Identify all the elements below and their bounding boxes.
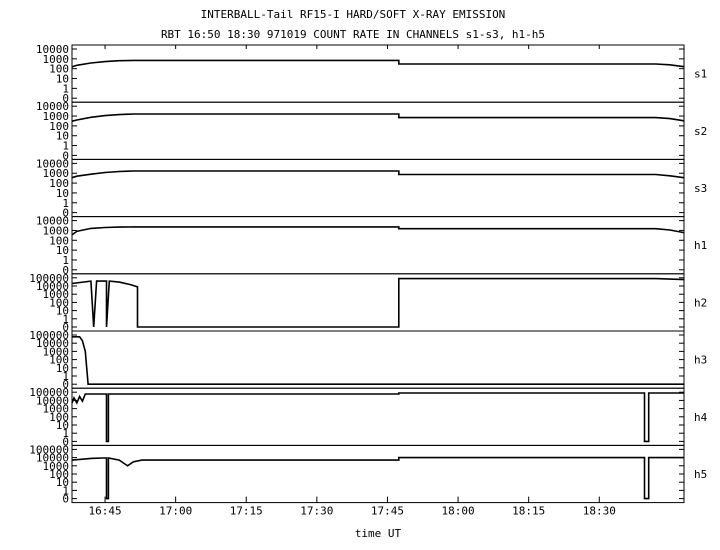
y-tick-label-h2: 1 bbox=[62, 313, 69, 326]
panel-label-h2: h2 bbox=[694, 296, 707, 309]
y-tick-label-s3: 1000 bbox=[43, 167, 70, 180]
y-tick-label-s2: 1 bbox=[62, 140, 69, 153]
panel-frame-s1 bbox=[71, 44, 685, 103]
y-tick-label-h3: 0 bbox=[62, 378, 69, 391]
y-tick-label-h1: 1000 bbox=[43, 224, 70, 237]
y-tick-label-s2: 10 bbox=[56, 130, 69, 143]
y-tick-label-h3: 100000 bbox=[29, 329, 69, 342]
series-line-s3 bbox=[71, 170, 685, 179]
y-tick-label-s1: 0 bbox=[62, 92, 69, 105]
y-tick-label-h5: 100000 bbox=[29, 443, 69, 456]
y-tick-label-h4: 100 bbox=[49, 411, 69, 424]
y-tick-label-h3: 10 bbox=[56, 362, 69, 375]
y-tick-label-h4: 0 bbox=[62, 435, 69, 448]
y-tick-label-s1: 1 bbox=[62, 82, 69, 95]
series-line-h4 bbox=[71, 392, 684, 443]
y-tick-label-s2: 100 bbox=[49, 120, 69, 133]
y-tick-label-h2: 0 bbox=[62, 321, 69, 334]
x-tick-label: 18:00 bbox=[442, 505, 475, 518]
y-tick-label-h1: 10 bbox=[56, 244, 69, 257]
y-tick-label-h1: 0 bbox=[62, 264, 69, 277]
y-tick-label-s3: 1 bbox=[62, 197, 69, 210]
x-axis-label: time UT bbox=[355, 527, 402, 540]
y-tick-label-h4: 1000 bbox=[43, 403, 70, 416]
series-line-h2 bbox=[71, 277, 685, 328]
y-tick-label-s3: 10 bbox=[56, 187, 69, 200]
y-tick-label-h4: 100000 bbox=[29, 386, 69, 399]
panel-frame-h1 bbox=[71, 216, 685, 275]
y-tick-label-h5: 100 bbox=[49, 468, 69, 481]
chart-subtitle: RBT 16:50 18:30 971019 COUNT RATE IN CHA… bbox=[161, 28, 545, 41]
x-tick-label: 17:00 bbox=[159, 505, 192, 518]
y-tick-label-h4: 10 bbox=[56, 419, 69, 432]
x-tick-label: 16:45 bbox=[88, 505, 121, 518]
x-axis: 16:45 17:00 17:15 17:30 17:45 18:00 18:15 18:30 bbox=[88, 45, 616, 518]
y-tick-label-h2: 10 bbox=[56, 305, 69, 318]
y-tick-label-s1: 100 bbox=[49, 63, 69, 76]
series-line-h5 bbox=[71, 456, 684, 500]
panel-label-s3: s3 bbox=[694, 182, 707, 195]
series-line-h1 bbox=[71, 226, 685, 236]
series-line-s1 bbox=[71, 59, 685, 68]
panel-label-s2: s2 bbox=[694, 125, 707, 138]
y-tick-label-h3: 10000 bbox=[36, 337, 69, 350]
x-tick-label: 17:30 bbox=[300, 505, 333, 518]
y-tick-label-s1: 10000 bbox=[36, 43, 69, 56]
x-tick-label: 18:15 bbox=[512, 505, 545, 518]
y-tick-label-s3: 100 bbox=[49, 177, 69, 190]
y-tick-label-h3: 1 bbox=[62, 370, 69, 383]
y-tick-label-h1: 10000 bbox=[36, 215, 69, 228]
series-line-s2 bbox=[71, 113, 685, 122]
panel-label-h3: h3 bbox=[694, 354, 707, 367]
x-tick-label: 18:30 bbox=[583, 505, 616, 518]
panel-frame-s3 bbox=[71, 158, 685, 218]
y-tick-label-h5: 10 bbox=[56, 476, 69, 489]
x-tick-label: 17:45 bbox=[371, 505, 404, 518]
panel-frame-h2 bbox=[71, 273, 685, 332]
panel-label-h5: h5 bbox=[694, 468, 707, 481]
y-tick-label-s1: 1000 bbox=[43, 53, 70, 66]
y-tick-label-s2: 10000 bbox=[36, 100, 69, 113]
y-tick-label-s3: 10000 bbox=[36, 157, 69, 170]
y-tick-label-h5: 1 bbox=[62, 484, 69, 497]
y-tick-label-s1: 10 bbox=[56, 73, 69, 86]
panel-label-h4: h4 bbox=[694, 411, 708, 424]
series-line-h3 bbox=[72, 335, 684, 386]
y-tick-label-h5: 1000 bbox=[43, 460, 70, 473]
y-tick-label-h3: 100 bbox=[49, 354, 69, 367]
y-tick-label-h4: 1 bbox=[62, 427, 69, 440]
panel-frame-h5 bbox=[71, 444, 685, 504]
y-tick-label-h5: 10000 bbox=[36, 452, 69, 465]
y-tick-label-h2: 100000 bbox=[29, 272, 69, 285]
x-tick-label: 17:15 bbox=[230, 505, 263, 518]
y-tick-label-s2: 1000 bbox=[43, 110, 70, 123]
panel-frame-h3 bbox=[71, 330, 685, 389]
chart-title: INTERBALL-Tail RF15-I HARD/SOFT X-RAY EM… bbox=[201, 8, 506, 21]
panel-label-h1: h1 bbox=[694, 239, 707, 252]
y-tick-label-h2: 1000 bbox=[43, 288, 70, 301]
panel-frame-s2 bbox=[71, 101, 685, 160]
panel-frame-h4 bbox=[71, 387, 685, 446]
panel-label-s1: s1 bbox=[694, 68, 707, 81]
y-tick-label-s3: 0 bbox=[62, 207, 69, 220]
y-tick-label-h2: 100 bbox=[49, 296, 69, 309]
y-tick-label-h1: 1 bbox=[62, 254, 69, 267]
y-tick-label-h1: 100 bbox=[49, 234, 69, 247]
y-tick-label-s2: 0 bbox=[62, 149, 69, 162]
y-tick-label-h5: 0 bbox=[62, 493, 69, 506]
panels-group: 1000010001001010s11000010001001010s21000… bbox=[29, 43, 707, 506]
y-tick-label-h3: 1000 bbox=[43, 345, 70, 358]
y-tick-label-h4: 10000 bbox=[36, 394, 69, 407]
y-tick-label-h2: 10000 bbox=[36, 280, 69, 293]
